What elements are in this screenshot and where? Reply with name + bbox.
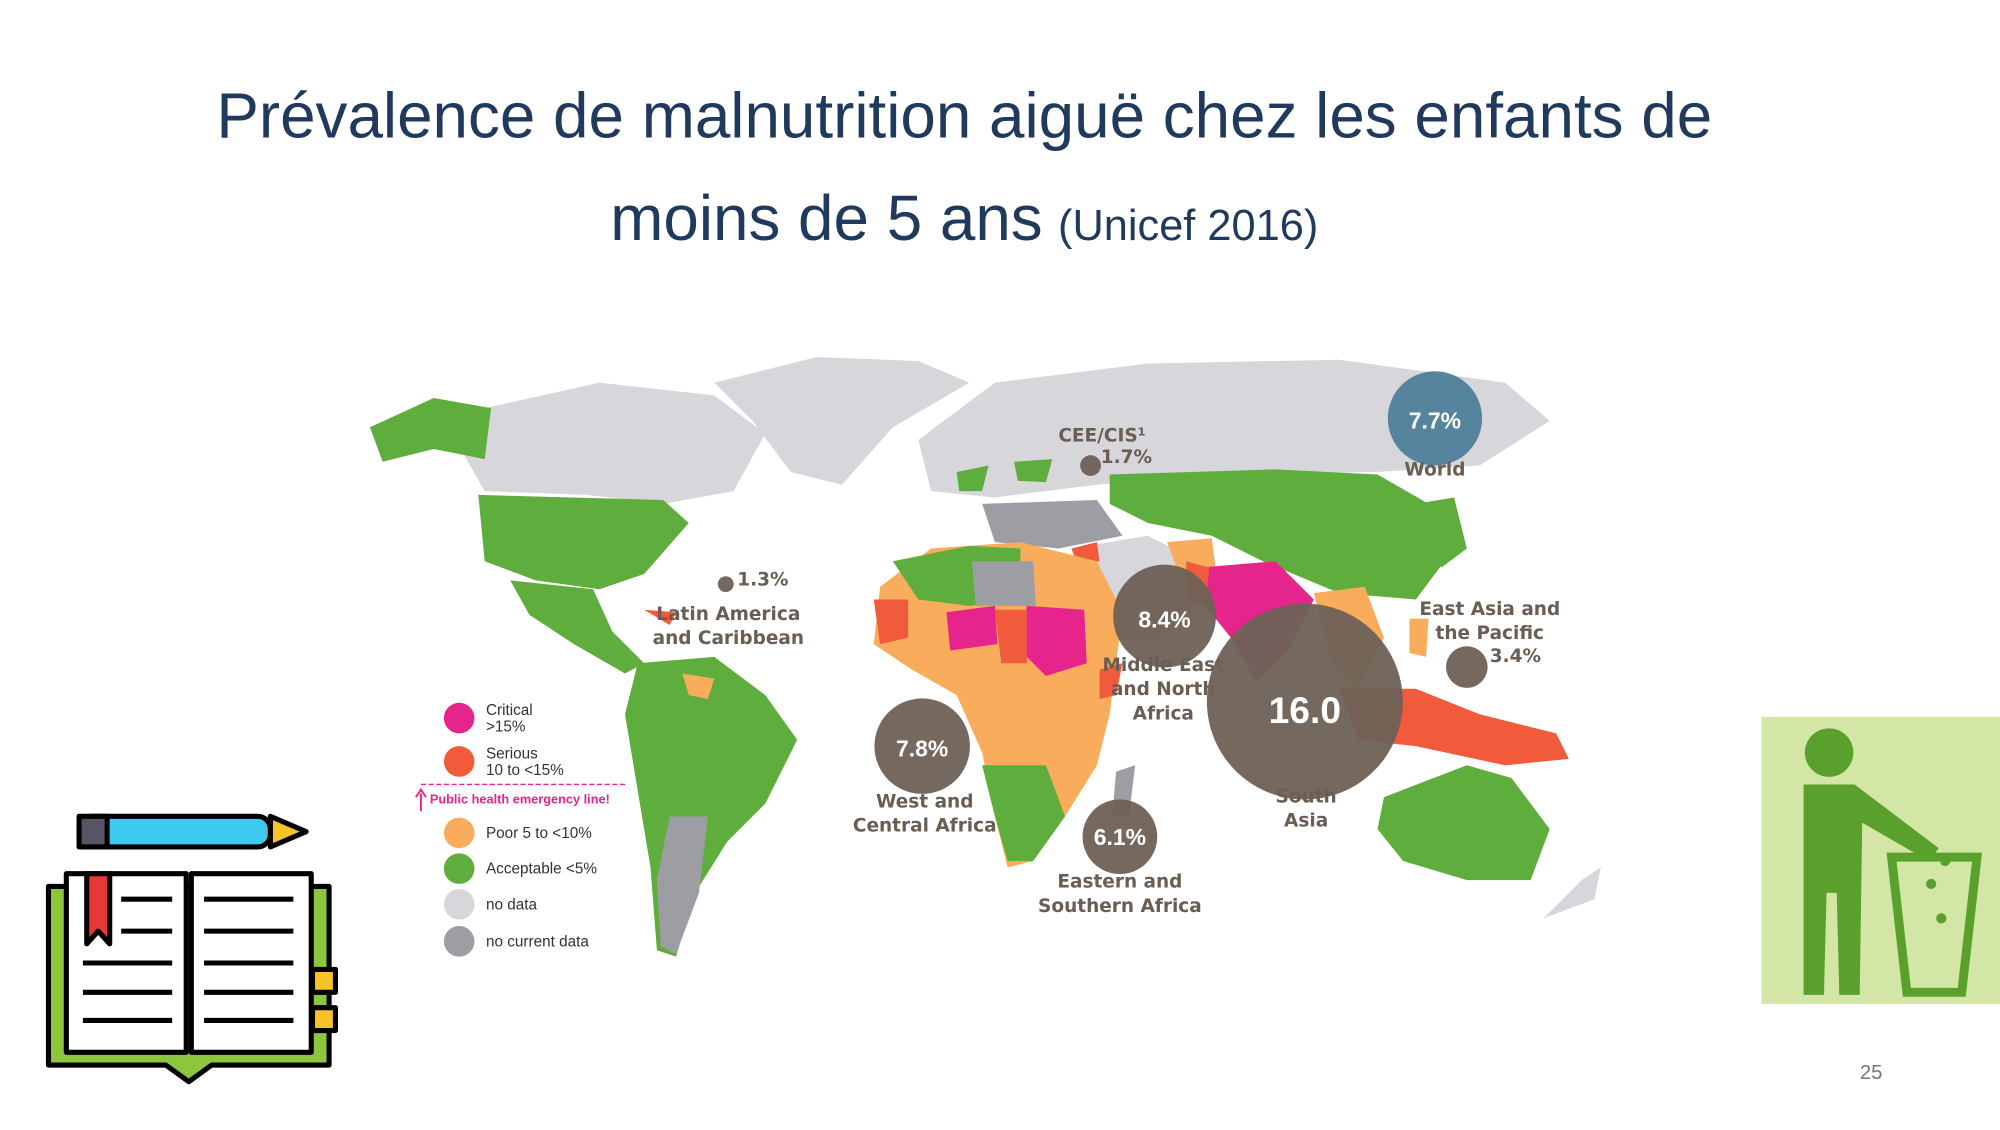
region-name: Eastern and bbox=[1057, 872, 1182, 893]
region-name: and North bbox=[1111, 679, 1216, 700]
value-label: 1.3% bbox=[737, 569, 788, 590]
region-name: Asia bbox=[1284, 811, 1328, 832]
legend-label: no data bbox=[486, 896, 538, 913]
region-bubble bbox=[717, 576, 734, 593]
region-name: the Pacific bbox=[1436, 623, 1544, 644]
value-label: 8.4% bbox=[1138, 606, 1190, 632]
source: (Unicef 2016) bbox=[1058, 202, 1318, 250]
legend-label: Serious bbox=[486, 745, 538, 762]
region-name: and Caribbean bbox=[653, 628, 804, 649]
region-name: Southern Africa bbox=[1038, 896, 1202, 917]
region-bubble bbox=[1113, 564, 1216, 668]
region-name: Central Africa bbox=[853, 816, 997, 837]
region-name: South bbox=[1276, 786, 1337, 807]
arrow bbox=[415, 787, 427, 812]
value-label: 7.8% bbox=[896, 736, 948, 762]
value-label: 6.1% bbox=[1094, 824, 1146, 850]
region-name: East Asia and bbox=[1419, 599, 1560, 620]
legend-label: Poor 5 to <10% bbox=[486, 825, 592, 842]
title-line: moins de 5 ans (Unicef 2016) bbox=[610, 182, 1318, 254]
region-name: West and bbox=[876, 791, 973, 812]
legend-label: Acceptable <5% bbox=[486, 861, 597, 878]
region-name: Africa bbox=[1133, 703, 1194, 724]
legend-label: no current data bbox=[486, 933, 589, 950]
trash-icon bbox=[1761, 716, 2000, 1004]
emergency-label: Public health emergency line! bbox=[430, 792, 610, 807]
value-label: 16.0 bbox=[1269, 689, 1341, 731]
title-line: Prévalence de malnutrition aiguë chez le… bbox=[216, 80, 1712, 152]
legend-swatch bbox=[443, 817, 475, 849]
region-bubbles: 7.7% World 1.7%CEE/CIS¹ 1.3% Latin America an… bbox=[653, 371, 1560, 917]
region-bubble bbox=[1080, 455, 1101, 476]
value-label: 7.7% bbox=[1409, 408, 1461, 434]
region-name: Latin America bbox=[656, 604, 800, 625]
legend-swatch bbox=[443, 926, 475, 957]
value-label: 3.4% bbox=[1490, 646, 1541, 667]
world-map bbox=[369, 357, 1601, 957]
legend-swatch bbox=[443, 889, 475, 920]
region-name: CEE/CIS¹ bbox=[1058, 425, 1145, 446]
book-icon bbox=[45, 813, 339, 1085]
legend-label: 10 to <15% bbox=[486, 762, 564, 779]
value-label: 1.7% bbox=[1101, 447, 1152, 468]
region-name: Middle East bbox=[1103, 655, 1225, 676]
region-bubble bbox=[1387, 371, 1483, 466]
legend-swatch bbox=[443, 702, 475, 734]
legend-label: >15% bbox=[486, 719, 526, 736]
legend-swatch bbox=[443, 853, 475, 884]
legend-swatch bbox=[443, 746, 475, 777]
legend-label: Critical bbox=[486, 702, 533, 719]
region-name: World bbox=[1404, 460, 1465, 481]
region-bubble bbox=[1206, 603, 1403, 800]
region-bubble bbox=[874, 698, 970, 794]
title-line: moins de 5 ans bbox=[610, 182, 1042, 254]
region-bubble bbox=[1082, 799, 1158, 875]
page-number: 25 bbox=[1860, 1062, 1883, 1084]
region-bubble bbox=[1446, 646, 1488, 688]
